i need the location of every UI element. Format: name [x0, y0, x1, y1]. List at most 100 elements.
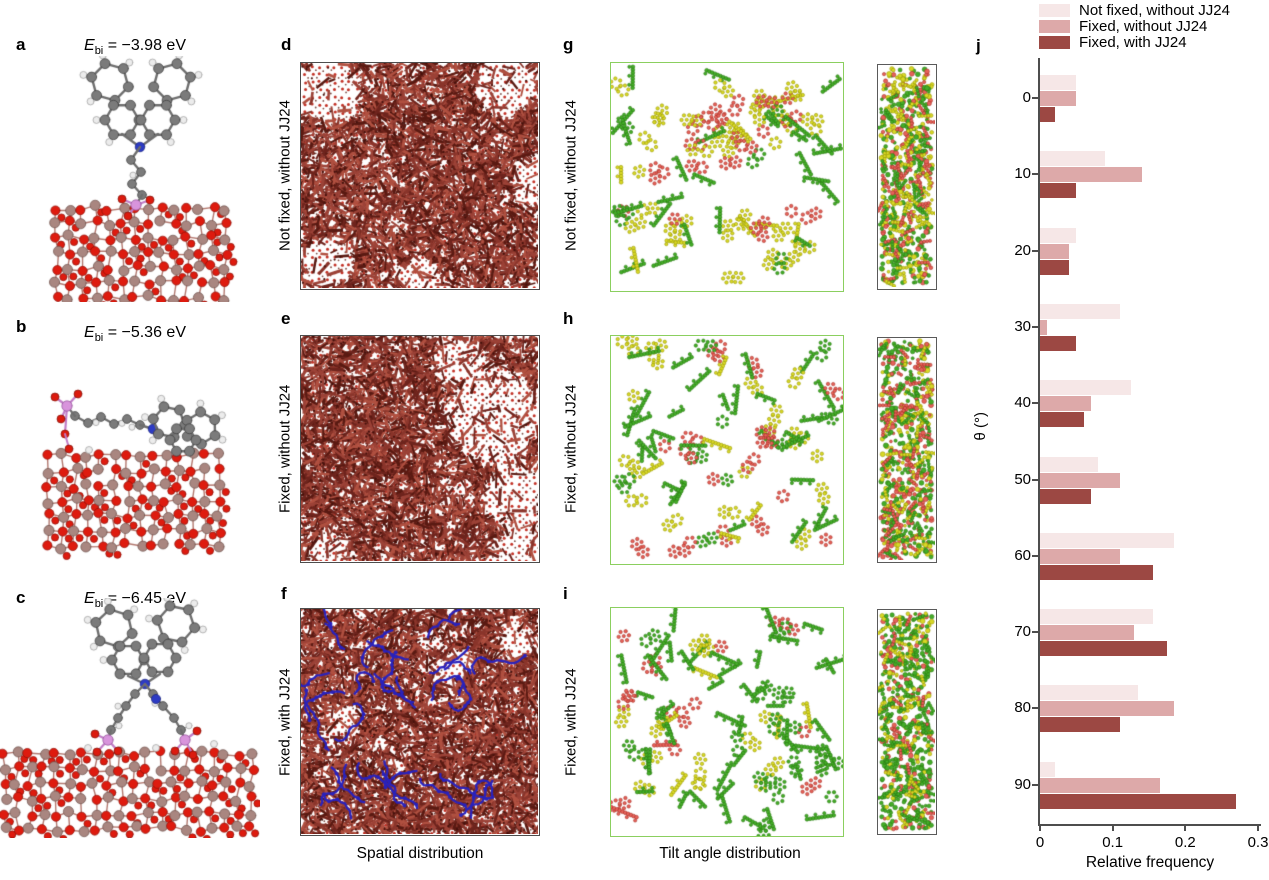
panel-label-b: b [16, 317, 27, 336]
bar [1040, 761, 1055, 777]
panel-d-snapshot [301, 63, 538, 288]
molecule-render-a [15, 56, 265, 302]
y-tick [1032, 631, 1039, 634]
panel-f-snapshot [301, 609, 538, 834]
bar [1040, 335, 1076, 351]
bar [1040, 75, 1076, 90]
binding-energy-a: Ebi = −3.98 eV [20, 37, 250, 57]
y-axis-line [1038, 58, 1040, 826]
bar [1040, 456, 1098, 472]
y-tick [1032, 783, 1039, 786]
panel-label-i: i [563, 584, 568, 603]
bar [1040, 609, 1153, 625]
bar [1040, 380, 1131, 396]
bar [1040, 532, 1174, 548]
x-tick-label: 0.2 [1174, 834, 1196, 851]
panel-h-topview-box [610, 335, 844, 565]
bar [1040, 717, 1120, 733]
panel-g-topview [611, 63, 843, 291]
bar [1040, 91, 1076, 106]
bar [1040, 319, 1047, 335]
bar [1040, 227, 1076, 243]
panel-g-sideview [878, 65, 935, 287]
bar [1040, 488, 1091, 504]
molecule-render-c [0, 598, 260, 838]
legend-swatch-fixed-without-jj24 [1039, 20, 1070, 33]
panel-g-topview-box [610, 62, 844, 292]
bar [1040, 151, 1105, 167]
bar [1040, 625, 1134, 641]
molecule-render-b [15, 330, 265, 574]
y-tick-label: 50 [1014, 470, 1031, 488]
y-tick [1032, 325, 1039, 328]
legend-swatch-not-fixed-without-jj24 [1039, 4, 1070, 17]
bar [1040, 396, 1091, 412]
y-tick-label: 60 [1014, 546, 1031, 564]
legend-item-3: Fixed, with JJ24 [1039, 35, 1187, 50]
x-axis-line [1038, 824, 1261, 826]
legend-swatch-fixed-with-jj24 [1039, 36, 1070, 49]
y-tick-label: 70 [1014, 623, 1031, 641]
y-tick [1032, 554, 1039, 557]
y-tick-label: 40 [1014, 394, 1031, 412]
bar [1040, 564, 1153, 580]
y-tick-label: 80 [1014, 699, 1031, 717]
x-tick [1111, 824, 1114, 831]
bar [1040, 777, 1160, 793]
panel-label-h: h [563, 309, 574, 328]
panel-label-e: e [281, 309, 291, 328]
panel-label-c: c [16, 589, 25, 607]
bar [1040, 548, 1120, 564]
panel-d-snapshot-box [300, 62, 540, 290]
x-tick-label: 0.1 [1102, 834, 1124, 851]
x-tick [1184, 824, 1187, 831]
y-axis-title: θ (°) [972, 412, 989, 441]
bar [1040, 685, 1138, 701]
panel-f-snapshot-box [300, 608, 540, 836]
ebi-value: = −3.98 eV [103, 37, 186, 54]
y-tick-label: 0 [1022, 89, 1031, 106]
panel-label-f: f [281, 584, 287, 603]
panel-g-side-label: Not fixed, without JJ24 [562, 100, 580, 252]
y-tick-label: 10 [1014, 165, 1031, 183]
y-tick [1032, 402, 1039, 405]
bar [1040, 793, 1236, 809]
panel-i-side-label: Fixed, with JJ24 [562, 668, 580, 776]
panel-h-topview [611, 336, 843, 564]
panel-label-j: j [976, 36, 981, 55]
bar [1040, 303, 1120, 319]
y-tick [1032, 249, 1039, 252]
panel-h-sideview [878, 338, 935, 560]
y-tick-label: 90 [1014, 775, 1031, 793]
panel-g-sideview-box [877, 64, 937, 290]
panel-e-snapshot-box [300, 335, 540, 563]
y-tick-label: 20 [1014, 241, 1031, 259]
bar [1040, 412, 1084, 428]
bar [1040, 472, 1120, 488]
panel-label-d: d [281, 35, 292, 54]
panel-i-topview [611, 608, 843, 836]
legend-label: Fixed, without JJ24 [1079, 18, 1208, 35]
y-tick [1032, 707, 1039, 710]
panel-d-side-label: Not fixed, without JJ24 [276, 100, 294, 252]
panel-i-sideview-box [877, 609, 937, 835]
y-tick [1032, 97, 1039, 99]
ebi-subscript: bi [94, 45, 104, 58]
bar [1040, 183, 1076, 199]
x-tick [1039, 824, 1041, 831]
legend-item-2: Fixed, without JJ24 [1039, 19, 1207, 34]
y-tick [1032, 478, 1039, 481]
y-tick [1032, 173, 1039, 176]
bar [1040, 259, 1069, 275]
x-tick-label: 0 [1035, 834, 1045, 851]
bar [1040, 641, 1167, 657]
y-tick-label: 30 [1014, 317, 1031, 335]
panel-i-topview-box [610, 607, 844, 837]
x-axis-title: Relative frequency [1085, 854, 1215, 871]
x-tick-label: 0.3 [1247, 834, 1269, 851]
caption-spatial-distribution: Spatial distribution [356, 845, 484, 862]
legend-label: Fixed, with JJ24 [1079, 34, 1187, 51]
panel-label-g: g [563, 35, 574, 54]
panel-h-sideview-box [877, 337, 937, 563]
